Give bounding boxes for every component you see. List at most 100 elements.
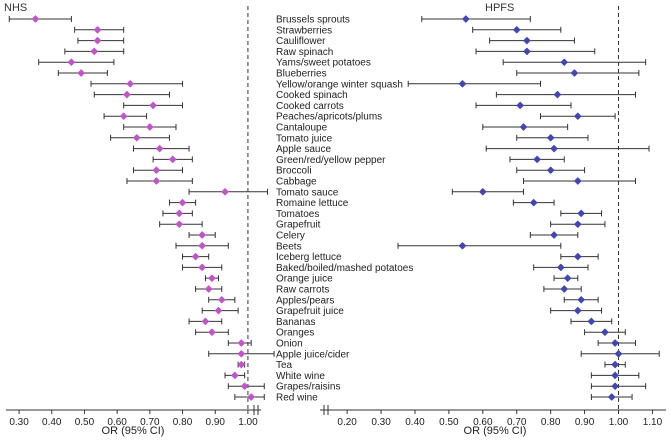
food-label: Iceberg lettuce	[276, 252, 342, 263]
hpfs-point-estimate	[587, 317, 596, 326]
food-label: Orange juice	[276, 274, 333, 285]
nhs-point-estimate	[93, 36, 102, 45]
hpfs-point-estimate	[512, 25, 521, 34]
food-label: Beets	[276, 241, 302, 252]
hpfs-point-estimate	[573, 220, 582, 229]
food-label: Yellow/orange winter squash	[276, 79, 403, 90]
hpfs-point-estimate	[550, 231, 559, 239]
food-label: Onion	[276, 339, 303, 350]
nhs-point-estimate	[237, 349, 246, 358]
hpfs-point-estimate	[573, 252, 582, 261]
hpfs-point-estimate	[519, 123, 528, 131]
nhs-point-estimate	[198, 241, 207, 250]
hpfs-point-estimate	[573, 306, 582, 315]
food-labels: Brussels sproutsStrawberriesCauliflowerR…	[276, 15, 413, 404]
hpfs-point-estimate	[577, 209, 586, 218]
food-label: White wine	[276, 371, 325, 382]
nhs-point-estimate	[198, 231, 207, 239]
hpfs-point-estimate	[550, 144, 559, 153]
nhs-point-estimate	[126, 79, 135, 88]
food-label: Tomatoes	[276, 209, 319, 220]
hpfs-point-estimate	[611, 360, 620, 369]
food-label: Green/red/yellow pepper	[276, 155, 386, 166]
hpfs-point-estimate	[563, 274, 572, 283]
hpfs-point-estimate	[533, 155, 542, 164]
nhs-point-estimate	[149, 101, 158, 110]
nhs-panel-title: NHS	[4, 2, 27, 14]
nhs-point-estimate	[237, 339, 246, 347]
food-label: Cauliflower	[276, 36, 326, 47]
food-label: Tomato juice	[276, 133, 333, 144]
nhs-point-estimate	[208, 274, 216, 283]
food-label: Peaches/apricots/plums	[276, 112, 382, 123]
nhs-point-estimate	[152, 166, 161, 175]
nhs-point-estimate	[237, 360, 246, 369]
hpfs-x-axis-label: OR (95% CI)	[464, 425, 527, 437]
nhs-point-estimate	[152, 177, 161, 185]
hpfs-x-tick-label: 1.00	[609, 417, 629, 428]
nhs-point-estimate	[240, 382, 249, 391]
nhs-point-estimate	[93, 25, 102, 34]
food-label: Raw carrots	[276, 285, 329, 296]
hpfs-point-estimate	[529, 198, 538, 207]
nhs-point-estimate	[123, 90, 131, 99]
hpfs-point-estimate	[556, 263, 565, 272]
nhs-point-estimate	[175, 209, 184, 218]
hpfs-x-tick-label: 0.60	[473, 417, 493, 428]
food-label: Tomato sauce	[276, 187, 339, 198]
food-label: Cooked carrots	[276, 101, 344, 112]
food-label: Cabbage	[276, 177, 317, 188]
nhs-x-tick-label: 0.50	[75, 417, 95, 428]
hpfs-panel-title: HPFS	[485, 2, 514, 14]
hpfs-point-estimate	[458, 79, 467, 88]
hpfs-point-estimate	[560, 285, 569, 293]
nhs-x-tick-label: 0.30	[9, 417, 29, 428]
nhs-x-tick-label: 0.90	[205, 417, 225, 428]
hpfs-point-estimate	[577, 295, 586, 304]
nhs-x-tick-label: 0.80	[173, 417, 193, 428]
hpfs-point-estimate	[516, 101, 525, 110]
hpfs-point-estimate	[461, 15, 470, 23]
food-label: Apple juice/cider	[276, 349, 350, 360]
hpfs-point-estimate	[611, 339, 620, 347]
hpfs-x-tick-label: 0.90	[575, 417, 595, 428]
food-label: Bananas	[276, 317, 315, 328]
food-label: Apple sauce	[276, 144, 331, 155]
nhs-point-estimate	[168, 155, 177, 164]
nhs-x-axis-label: OR (95% CI)	[102, 425, 165, 437]
hpfs-x-tick-label: 0.40	[405, 417, 425, 428]
hpfs-point-estimate	[546, 133, 555, 142]
food-label: Grapefruit	[276, 220, 321, 231]
nhs-point-estimate	[67, 58, 76, 67]
food-label: Grapefruit juice	[276, 306, 344, 317]
food-label: Yams/sweet potatoes	[276, 58, 371, 69]
food-label: Romaine lettuce	[276, 198, 349, 209]
food-label: Cooked spinach	[276, 90, 348, 101]
nhs-x-tick-label: 0.70	[140, 417, 160, 428]
hpfs-point-estimate	[522, 47, 531, 56]
nhs-point-estimate	[132, 133, 141, 142]
food-label: Tea	[276, 360, 293, 371]
nhs-point-estimate	[191, 252, 200, 261]
food-label: Raw spinach	[276, 47, 333, 58]
food-label: Apples/pears	[276, 295, 334, 306]
nhs-point-estimate	[221, 187, 229, 196]
food-label: Strawberries	[276, 25, 332, 36]
hpfs-point-estimate	[614, 349, 623, 358]
nhs-point-estimate	[155, 144, 164, 153]
hpfs-point-estimate	[611, 371, 620, 380]
hpfs-x-tick-label: 0.30	[371, 417, 391, 428]
food-label: Cantaloupe	[276, 123, 328, 134]
hpfs-point-estimate	[560, 58, 569, 67]
food-label: Celery	[276, 231, 305, 242]
nhs-point-estimate	[119, 112, 128, 121]
nhs-point-estimate	[31, 15, 40, 23]
hpfs-x-tick-label: 0.70	[507, 417, 527, 428]
hpfs-point-estimate	[607, 393, 616, 401]
food-label: Blueberries	[276, 69, 327, 80]
nhs-point-estimate	[217, 295, 226, 304]
nhs-point-estimate	[208, 328, 216, 337]
hpfs-x-tick-label: 0.50	[439, 417, 459, 428]
food-label: Broccoli	[276, 166, 312, 177]
hpfs-point-estimate	[458, 241, 467, 250]
